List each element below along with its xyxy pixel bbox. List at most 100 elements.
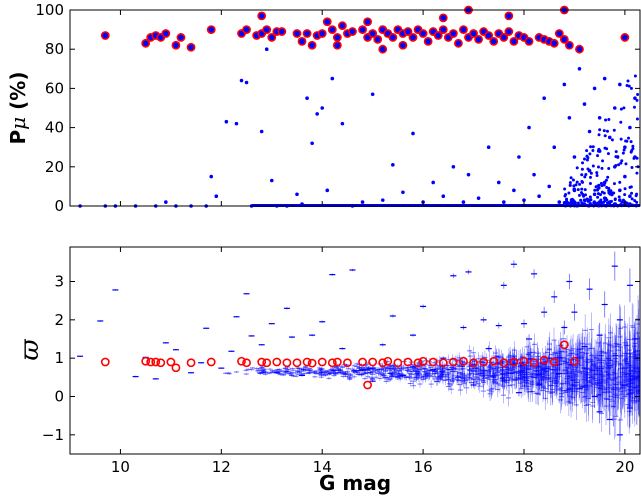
member-point <box>454 38 463 48</box>
data-point <box>598 128 602 132</box>
data-point <box>614 150 618 154</box>
member-point <box>408 33 418 42</box>
data-point <box>605 147 609 151</box>
data-point <box>606 152 610 156</box>
data-point <box>635 171 639 175</box>
member-point <box>151 357 161 367</box>
member-point <box>428 357 438 367</box>
data-point <box>600 166 604 170</box>
member-point <box>368 29 378 38</box>
data-point <box>588 195 592 199</box>
data-point <box>588 182 592 186</box>
data-point <box>604 178 608 182</box>
member-point <box>575 44 584 54</box>
data-point <box>579 198 583 202</box>
data-point <box>572 155 577 159</box>
top-plot-area <box>78 5 640 208</box>
data-point <box>587 129 592 134</box>
data-point <box>620 200 624 204</box>
x-tick-label: 14 <box>313 458 332 476</box>
data-point <box>300 202 304 206</box>
member-point <box>418 29 428 38</box>
top-y-axis-label-sub: μ <box>6 117 30 130</box>
data-point <box>320 106 325 110</box>
member-point <box>242 25 251 34</box>
member-point <box>363 17 373 27</box>
data-point <box>617 195 621 199</box>
data-point <box>295 192 299 197</box>
member-point <box>257 11 267 21</box>
data-point <box>239 78 244 83</box>
member-point <box>206 357 216 367</box>
member-point <box>469 29 478 38</box>
data-point <box>577 193 581 197</box>
member-point <box>438 13 448 23</box>
data-point <box>618 82 622 87</box>
member-point <box>504 11 514 21</box>
member-point <box>368 357 378 367</box>
member-point <box>554 29 564 38</box>
member-point <box>176 33 186 42</box>
member-point <box>499 33 509 42</box>
data-point <box>618 198 622 202</box>
data-point <box>586 156 590 160</box>
member-point <box>504 27 514 36</box>
x-tick-label: 20 <box>615 458 634 476</box>
data-point <box>607 186 611 190</box>
data-point <box>380 198 385 202</box>
data-point <box>602 76 607 81</box>
member-point <box>206 25 216 34</box>
data-point <box>597 116 602 120</box>
member-point <box>302 29 312 38</box>
data-point <box>626 79 630 83</box>
member-point <box>469 358 478 368</box>
member-point <box>358 357 367 367</box>
member-point <box>166 357 176 367</box>
member-point <box>358 25 367 34</box>
data-point <box>589 171 593 175</box>
member-point <box>337 21 347 31</box>
y-tick-label: 40 <box>45 119 64 137</box>
data-point <box>563 187 567 191</box>
member-point <box>378 44 388 54</box>
data-point <box>623 193 627 197</box>
member-point <box>171 363 181 373</box>
data-point <box>607 189 611 193</box>
member-point <box>146 357 156 367</box>
x-tick-label: 18 <box>514 458 533 476</box>
data-point <box>569 198 573 202</box>
data-point <box>624 162 628 166</box>
data-point <box>564 193 568 197</box>
data-point <box>581 161 585 165</box>
data-point <box>569 176 573 180</box>
data-point <box>325 188 330 193</box>
data-point <box>600 190 604 194</box>
data-point <box>605 129 609 133</box>
member-point <box>479 357 489 367</box>
member-point <box>141 38 151 48</box>
data-point <box>629 140 633 144</box>
data-point <box>592 201 596 205</box>
data-point <box>624 139 628 143</box>
data-point <box>583 157 587 161</box>
data-point <box>596 184 600 188</box>
member-point <box>161 29 171 38</box>
data-point <box>579 191 583 195</box>
member-point <box>292 358 302 368</box>
data-point <box>607 166 611 170</box>
data-point <box>622 148 626 152</box>
member-point <box>484 31 494 40</box>
data-point <box>577 67 582 71</box>
y-tick-label: 2 <box>54 311 64 329</box>
data-point <box>585 197 589 201</box>
member-point <box>242 358 251 368</box>
data-point <box>629 150 633 154</box>
data-point <box>589 145 593 149</box>
member-point <box>297 36 307 46</box>
data-point <box>209 174 214 179</box>
data-point <box>619 161 623 165</box>
data-point <box>542 96 546 100</box>
member-point <box>257 357 267 367</box>
member-point <box>100 31 110 40</box>
